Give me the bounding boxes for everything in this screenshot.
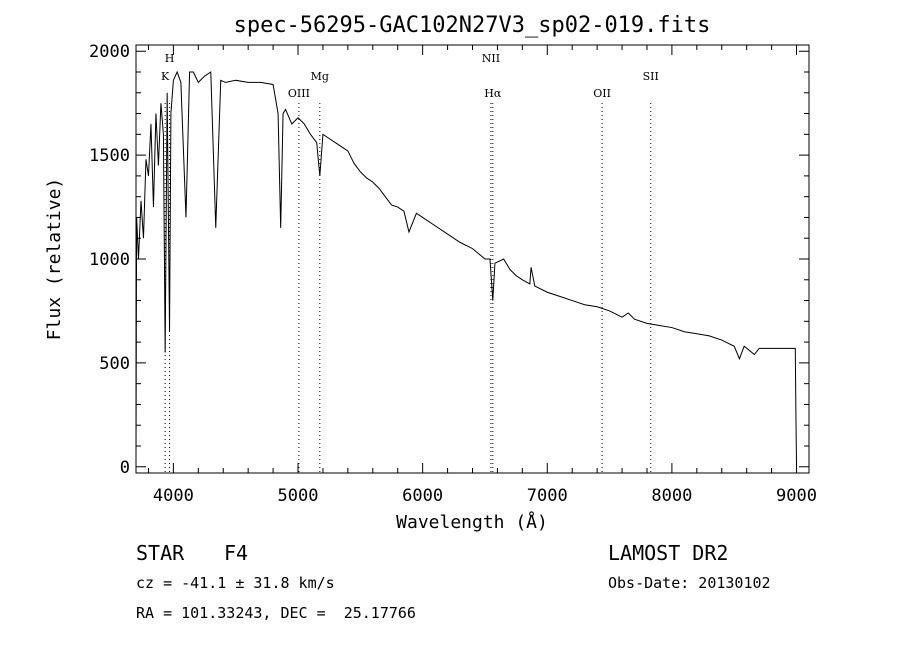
plot-frame [135, 44, 810, 474]
x-tick-label: 6000 [402, 486, 443, 506]
reference-line-label: Mg [311, 70, 329, 83]
chart-title: spec-56295-GAC102N27V3_sp02-019.fits [234, 13, 711, 38]
x-tick-label: 4000 [153, 486, 194, 506]
y-tick-label: 500 [99, 354, 130, 374]
x-tick-label: 8000 [651, 486, 692, 506]
reference-line-label: SII [643, 70, 659, 83]
reference-line-label: Hα [484, 87, 502, 100]
obs-date-text: Obs-Date: 20130102 [608, 574, 771, 592]
x-tick-label: 7000 [527, 486, 568, 506]
y-tick-label: 2000 [89, 42, 130, 62]
reference-line-label: NII [482, 52, 500, 65]
x-tick-label: 5000 [278, 486, 319, 506]
reference-line-label: OII [593, 87, 611, 100]
y-tick-label: 1500 [89, 146, 130, 166]
x-tick-label: 9000 [776, 486, 817, 506]
axis-ticks: 4000 5000 6000 7000 8000 9000 0 500 1000 1500 2000 [89, 42, 817, 506]
y-tick-label: 1000 [89, 250, 130, 270]
reference-line-label: K [161, 70, 170, 83]
object-class: STAR [136, 541, 185, 565]
spectrum-line [135, 70, 798, 467]
y-axis-label: Flux (relative) [44, 178, 65, 341]
coordinates-text: RA = 101.33243, DEC = 25.17766 [136, 604, 416, 622]
y-tick-label: 0 [120, 458, 130, 478]
survey-label: LAMOST DR2 [608, 541, 729, 565]
reference-line-label: OIII [288, 87, 310, 100]
object-subclass: F4 [224, 541, 249, 565]
redshift-text: cz = -41.1 ± 31.8 km/s [136, 574, 335, 592]
reference-line-label: H [165, 52, 175, 65]
x-axis-label: Wavelength (Å) [396, 511, 548, 533]
